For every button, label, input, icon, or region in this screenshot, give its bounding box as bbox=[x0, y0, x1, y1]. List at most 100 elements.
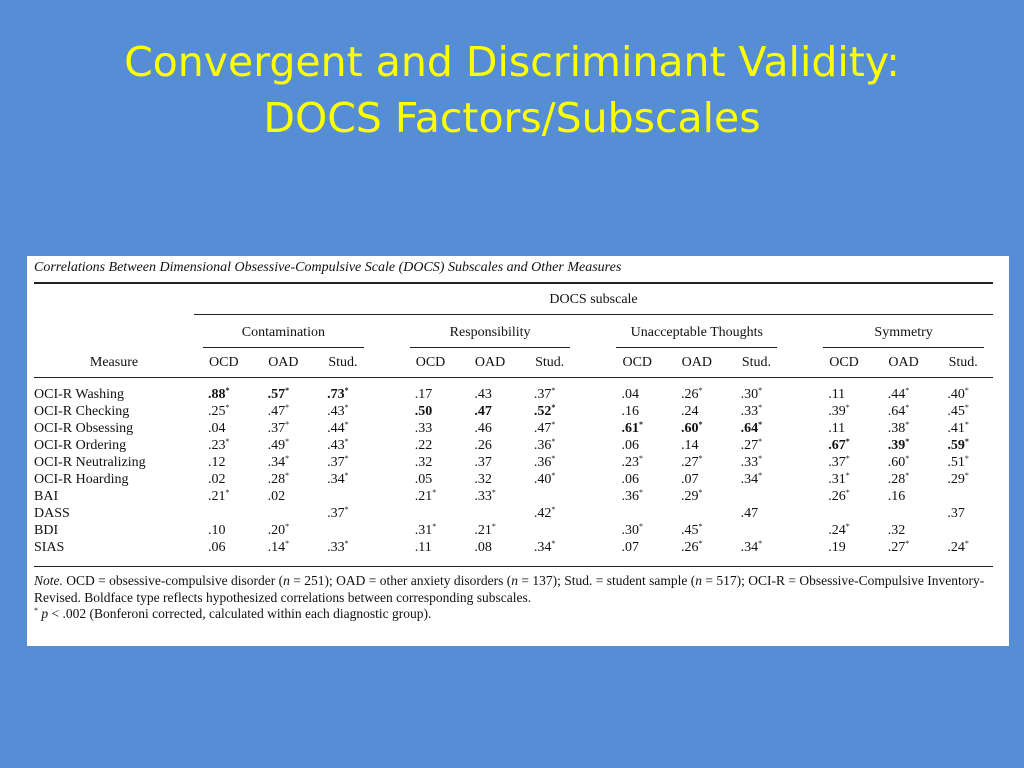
table-cell: .06 bbox=[621, 438, 639, 453]
table-row: OCI-R Washing .88* .57* .73* .17 .43 .37* .04 .2… bbox=[34, 386, 993, 403]
table-cell: .06 bbox=[621, 472, 639, 487]
table-cell: .43 bbox=[474, 387, 492, 402]
table-cell: .67* bbox=[828, 437, 850, 454]
table-caption: Correlations Between Dimensional Obsessi… bbox=[34, 258, 993, 284]
table-cell: .37 bbox=[947, 506, 965, 521]
row-label: OCI-R Washing bbox=[34, 387, 125, 402]
table-cell: .37* bbox=[327, 454, 349, 471]
table-cell bbox=[814, 505, 874, 522]
table-cell: .21* bbox=[414, 488, 437, 505]
table-cell: .57* bbox=[267, 386, 290, 403]
table-cell: .33* bbox=[327, 539, 349, 556]
table-cell: .12 bbox=[208, 455, 226, 470]
table-cell: .44* bbox=[327, 420, 349, 437]
row-label: OCI-R Ordering bbox=[34, 438, 127, 453]
table-cell: .26* bbox=[828, 488, 850, 505]
table-row: OCI-R Obsessing .04 .37* .44* .33 .46 .47* .61*… bbox=[34, 420, 993, 437]
table-row: OCI-R Hoarding .02 .28* .34* .05 .32 .40* .06 .0… bbox=[34, 471, 993, 488]
table-cell: .52* bbox=[533, 403, 556, 420]
table-cell: .40* bbox=[947, 386, 969, 403]
table-cell bbox=[254, 505, 314, 522]
table-cell: .64* bbox=[887, 403, 910, 420]
sub-header-oad: OAD bbox=[873, 349, 934, 378]
table-cell: .04 bbox=[208, 421, 226, 436]
correlation-table: DOCS subscale Contamination Responsibilit… bbox=[34, 286, 993, 567]
table-cell bbox=[933, 522, 993, 539]
table-cell: .36* bbox=[621, 488, 643, 505]
table-cell: .22 bbox=[414, 438, 433, 453]
table-row: OCI-R Neutralizing .12 .34* .37* .32 .37 .36*.… bbox=[34, 454, 993, 471]
measure-header: Measure bbox=[34, 349, 194, 378]
table-cell: .26* bbox=[681, 386, 703, 403]
table-cell bbox=[874, 505, 934, 522]
table-row: BDI .10 .20* .31* .21* .30* .45* .24* .32 bbox=[34, 522, 993, 539]
table-cell: .16 bbox=[887, 489, 906, 504]
sub-header-oad: OAD bbox=[667, 349, 727, 378]
row-label: OCI-R Obsessing bbox=[34, 421, 134, 436]
table-image-panel: Correlations Between Dimensional Obsessi… bbox=[27, 256, 1009, 646]
sub-header-ocd: OCD bbox=[607, 349, 668, 378]
table-row: SIAS .06 .14* .33* .11 .08 .34* .07 .26* .34* .19.… bbox=[34, 539, 993, 556]
note-n-1: n bbox=[283, 573, 290, 588]
table-cell: .21* bbox=[474, 522, 496, 539]
table-cell: .45* bbox=[947, 403, 969, 420]
slide-title-line-1: Convergent and Discriminant Validity: bbox=[124, 38, 900, 86]
table-cell: .19 bbox=[828, 540, 846, 555]
table-cell bbox=[727, 488, 787, 505]
sub-header-oad: OAD bbox=[460, 349, 520, 378]
table-cell bbox=[520, 488, 580, 505]
table-cell: .33* bbox=[740, 403, 763, 420]
table-cell: .24 bbox=[681, 404, 699, 419]
note-text-1: OCD = obsessive-compulsive disorder ( bbox=[66, 573, 284, 588]
table-cell: .37* bbox=[267, 420, 290, 437]
table-cell: .29* bbox=[947, 471, 969, 488]
table-cell: .08 bbox=[474, 540, 492, 555]
note-p-symbol: p bbox=[41, 606, 49, 621]
slide-title-line-2: DOCS Factors/Subscales bbox=[263, 94, 761, 142]
table-cell: .46 bbox=[474, 421, 492, 436]
table-cell bbox=[313, 522, 373, 539]
table-cell: .34* bbox=[740, 539, 763, 556]
table-cell: .27* bbox=[740, 437, 763, 454]
sub-header-stud: Stud. bbox=[313, 349, 373, 378]
table-cell: .47 bbox=[474, 404, 492, 419]
table-cell: .37* bbox=[828, 454, 850, 471]
table-row: OCI-R Ordering .23* .49* .43* .22 .26 .36* .06.… bbox=[34, 437, 993, 454]
sub-header-oad: OAD bbox=[253, 349, 314, 378]
table-cell: .04 bbox=[621, 387, 639, 402]
table-cell: .24* bbox=[828, 522, 850, 539]
table-cell: .26 bbox=[474, 438, 492, 453]
table-cell: .47* bbox=[533, 420, 556, 437]
table-cell: .14* bbox=[267, 539, 290, 556]
table-cell: .33* bbox=[740, 454, 763, 471]
table-cell: .14 bbox=[681, 438, 699, 453]
note-text-3: = 137); Stud. = student sample ( bbox=[518, 573, 696, 588]
row-label: DASS bbox=[34, 506, 70, 521]
table-cell: .47 bbox=[740, 506, 759, 521]
table-cell: .49* bbox=[267, 437, 290, 454]
table-cell: .73* bbox=[327, 386, 349, 403]
table-cell: .47* bbox=[267, 403, 290, 420]
sub-header-stud: Stud. bbox=[726, 349, 787, 378]
table-cell: .37* bbox=[533, 386, 556, 403]
note-text-5: < .002 (Bonferoni corrected, calculated … bbox=[48, 606, 432, 621]
table-cell: .02 bbox=[267, 489, 286, 504]
table-cell: .64* bbox=[740, 420, 763, 437]
note-text-2: = 251); OAD = other anxiety disorders ( bbox=[289, 573, 512, 588]
table-cell: .42* bbox=[533, 505, 556, 522]
slide-title: Convergent and Discriminant Validity: DO… bbox=[0, 34, 1024, 146]
table-cell: .37 bbox=[474, 455, 492, 470]
table-cell: .34* bbox=[267, 454, 290, 471]
note-n-3: n bbox=[695, 573, 702, 588]
table-cell: .07 bbox=[681, 472, 699, 487]
table-cell bbox=[667, 505, 727, 522]
table-cell: .41* bbox=[947, 420, 969, 437]
table-cell: .25* bbox=[208, 403, 230, 420]
table-cell: .28* bbox=[267, 471, 290, 488]
table-cell: .17 bbox=[414, 387, 433, 402]
table-cell: .60* bbox=[887, 454, 910, 471]
table-cell: .30* bbox=[740, 386, 763, 403]
table-cell bbox=[194, 505, 254, 522]
table-cell: .40* bbox=[533, 471, 556, 488]
table-cell: .39* bbox=[828, 403, 850, 420]
